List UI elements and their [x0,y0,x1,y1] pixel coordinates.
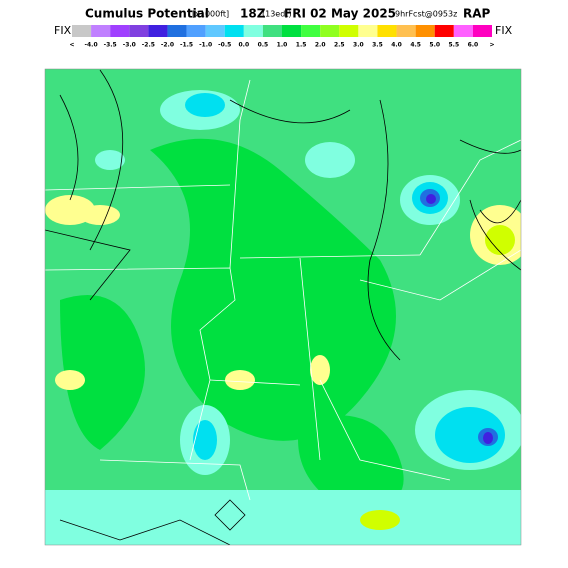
colorbar-swatch [339,25,359,37]
colorbar-swatch [301,25,321,37]
colorbar-swatch [205,25,225,37]
colorbar-label: 0.0 [238,42,249,49]
colorbar-label: 4.0 [391,42,402,49]
colorbar-swatch [243,25,263,37]
colorbar-label: 0.5 [258,42,269,49]
colorbar-swatch [358,25,378,37]
model: RAP [463,7,491,21]
colorbar-swatch [434,25,454,37]
colorbar-label: 2.0 [315,42,326,49]
colorbar-swatch [472,25,492,37]
colorbar-swatch [415,25,435,37]
colorbar-label: 1.5 [296,42,307,49]
fix-right: FIX [495,24,513,37]
colorbar-swatch [282,25,302,37]
colorbar-swatch [91,25,111,37]
colorbar-swatch [129,25,149,37]
colorbar-swatch [110,25,130,37]
colorbar-swatch [377,25,397,37]
colorbar-label: 5.0 [429,42,440,49]
colorbar-label: 3.0 [353,42,364,49]
colorbar-label: -3.0 [123,42,136,49]
colorbar-label: > [489,42,494,49]
colorbar-label: -1.5 [180,42,193,49]
colorbar-label: 1.0 [277,42,288,49]
colorbar-label: 5.5 [448,42,459,49]
colorbar-label: 6.0 [468,42,479,49]
colorbar-label: 4.5 [410,42,421,49]
colorbar-swatch [396,25,416,37]
forecast: 9hrFcst@0953z [395,10,457,19]
colorbar-swatch [453,25,473,37]
colorbar-label: 2.5 [334,42,345,49]
colorbar-swatch [72,25,92,37]
colorbar-label: -1.0 [199,42,212,49]
valid-time: 18Z [240,7,266,21]
colorbar-label: -2.0 [161,42,174,49]
local-time: (13edt) [262,10,292,19]
date: FRI 02 May 2025 [284,7,396,21]
colorbar-label: 3.5 [372,42,383,49]
header: Cumulus Potential [x1000ft] 18Z (13edt) … [85,7,491,21]
colorbar-swatch [224,25,244,37]
colorbar-swatch [320,25,340,37]
colorbar-swatch [148,25,168,37]
colorbar-label: -2.5 [142,42,155,49]
colorbar-label: < [69,42,74,49]
map [44,68,522,546]
colorbar-swatch [186,25,206,37]
colorbar-swatch [167,25,187,37]
colorbar-swatch [262,25,282,37]
colorbar: < -4.0 -3.5 -3.0 -2.5 -2.0 -1.5 -1.0 -0.5 0.0 0.5 1… [69,25,495,49]
title: Cumulus Potential [85,7,209,21]
colorbar-label: -3.5 [104,42,117,49]
colorbar-label: -0.5 [218,42,231,49]
fix-left: FIX [54,24,72,37]
units: [x1000ft] [192,10,229,19]
colorbar-label: -4.0 [85,42,98,49]
